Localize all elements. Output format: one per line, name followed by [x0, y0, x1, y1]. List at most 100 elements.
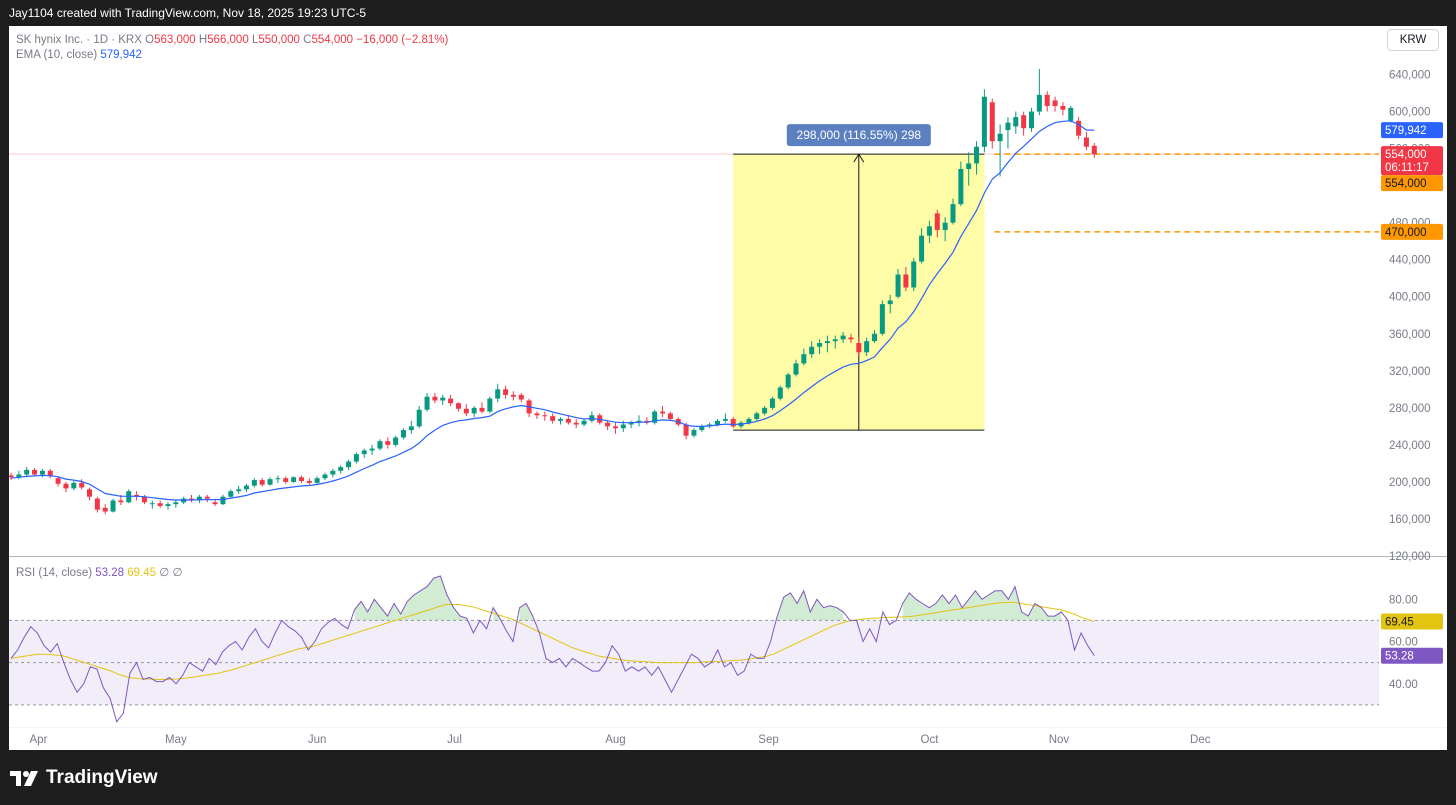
candle-body — [958, 168, 964, 205]
ema-value: 579,942 — [100, 49, 142, 61]
price-axis-tick-label: 240,000 — [1389, 440, 1431, 452]
last-price-badge: 554,000 — [1385, 149, 1427, 161]
price-axis-tick-label: 320,000 — [1389, 366, 1431, 378]
candle-body — [353, 454, 359, 462]
candle-body — [393, 437, 399, 445]
chart-panel[interactable]: 640,000600,000560,000480,000440,000400,0… — [9, 26, 1447, 750]
candle-body — [715, 420, 720, 425]
candle-body — [558, 418, 563, 421]
rsi-label: RSI (14, close) — [16, 567, 93, 579]
candle-body — [424, 396, 430, 410]
close-value: 554,000 — [311, 34, 354, 46]
candle-body — [479, 407, 485, 412]
time-axis-label: Aug — [605, 734, 625, 746]
ema-row[interactable]: EMA (10, close) 579,942 — [16, 48, 448, 63]
candle-body — [110, 500, 116, 512]
candle-body — [746, 418, 752, 423]
candle-body — [314, 478, 320, 483]
candle-body — [330, 470, 336, 475]
price-axis-tick-label: 120,000 — [1389, 551, 1431, 563]
candle-body — [196, 496, 202, 501]
price-axis-tick-label: 440,000 — [1389, 255, 1431, 267]
footer-brand-name: TradingView — [46, 767, 158, 788]
candle-body — [573, 422, 579, 425]
candle-body — [612, 426, 618, 429]
candle-body — [887, 300, 893, 305]
candle-body — [24, 469, 30, 475]
candle-body — [660, 411, 666, 414]
ema-label: EMA (10, close) — [16, 49, 98, 61]
candle-body — [1013, 117, 1019, 127]
low-value: 550,000 — [258, 34, 300, 46]
candle-body — [204, 496, 210, 499]
low-label: L — [251, 34, 259, 46]
rsi-legend[interactable]: RSI (14, close) 53.28 69.45 ∅ ∅ — [16, 565, 183, 579]
candle-body — [518, 394, 524, 400]
candle-body — [919, 235, 925, 262]
close-label: C — [303, 34, 312, 46]
price-chart[interactable]: 640,000600,000560,000480,000440,000400,0… — [9, 26, 1447, 750]
ema-price-badge: 579,942 — [1385, 125, 1427, 137]
footer-brand: TradingView — [10, 767, 158, 789]
candle-body — [809, 346, 815, 355]
candle-body — [401, 430, 406, 438]
candle-body — [87, 489, 92, 497]
candle-body — [1083, 137, 1089, 147]
candle-body — [911, 261, 917, 288]
currency-button[interactable]: KRW — [1387, 29, 1439, 51]
time-axis-label: Nov — [1049, 734, 1070, 746]
time-axis-label: May — [165, 734, 187, 746]
candle-body — [848, 337, 854, 340]
candle-body — [173, 502, 179, 505]
open-label: O — [145, 34, 155, 46]
candle-body — [903, 274, 909, 288]
ema-price-badge-bg — [1381, 122, 1443, 139]
candle-body — [950, 204, 956, 223]
candle-body — [39, 470, 45, 475]
candle-body — [1005, 122, 1011, 131]
candle-body — [605, 422, 611, 427]
rsi-ma-value: 69.45 — [127, 567, 157, 579]
candle-body — [463, 408, 469, 414]
rsi-ma-line — [10, 601, 1095, 680]
candle-body — [503, 389, 509, 395]
candle-body — [306, 481, 312, 483]
candle-body — [840, 335, 846, 340]
symbol-name: SK hynix Inc. · 1D · KRX — [16, 34, 142, 46]
candle-body — [824, 341, 830, 344]
ema-line — [10, 120, 1095, 501]
rsi-extra-2: ∅ — [172, 567, 183, 579]
candle-body — [94, 498, 100, 510]
candle-body — [510, 394, 516, 397]
candle-body — [220, 496, 226, 505]
rsi-line — [10, 575, 1095, 723]
candle-body — [141, 496, 147, 503]
candle-body — [997, 133, 1003, 142]
level-badge-upper-bg — [1381, 175, 1443, 192]
candle-body — [79, 482, 85, 488]
time-axis-label: Sep — [758, 734, 778, 746]
candle-body — [471, 407, 477, 414]
candle-body — [1021, 115, 1027, 129]
last-price-badge-bg — [1381, 146, 1443, 176]
candle-body — [989, 102, 995, 142]
rsi-badge: 53.28 — [1385, 651, 1414, 663]
price-axis-tick-label: 360,000 — [1389, 329, 1431, 341]
candle-body — [322, 474, 328, 479]
symbol-legend: SK hynix Inc. · 1D · KRX O563,000 H566,0… — [16, 33, 448, 63]
candle-body — [228, 491, 234, 497]
rsi-overbought-fill — [519, 603, 533, 621]
price-range-label: 298,000 (116.55%) 298 — [797, 128, 922, 142]
candle-body — [369, 448, 375, 451]
candle-body — [722, 418, 728, 421]
candle-body — [926, 226, 932, 236]
candle-body — [550, 416, 556, 421]
level-badge-lower-bg — [1381, 223, 1443, 240]
candle-body — [408, 426, 414, 431]
price-range-label-box — [786, 124, 931, 147]
candle-body — [1036, 94, 1042, 112]
candle-body — [762, 407, 768, 414]
tradingview-logo-icon — [10, 771, 38, 786]
candle-body — [730, 418, 736, 427]
candle-body — [1029, 111, 1034, 129]
